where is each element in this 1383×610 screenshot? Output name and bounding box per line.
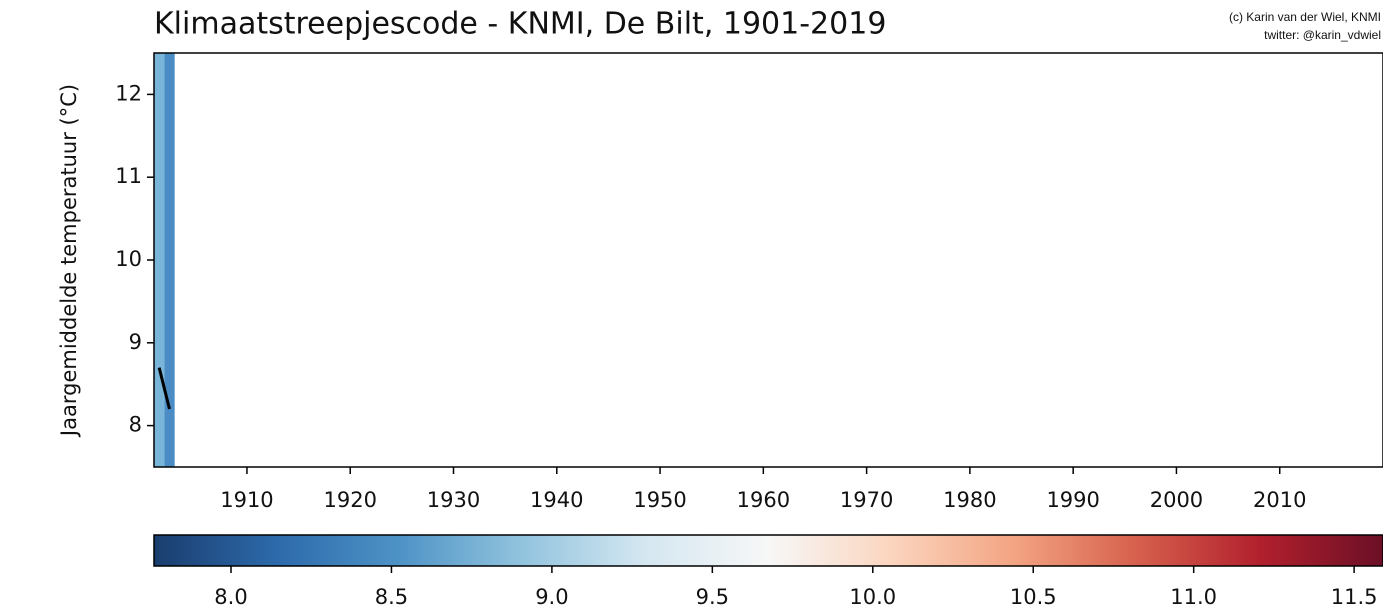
- colorbar: [153, 534, 1383, 567]
- stripe: [164, 53, 175, 467]
- colorbar-tick-label: 11.5: [1331, 585, 1378, 609]
- colorbar-tick-label: 11.0: [1170, 585, 1217, 609]
- colorbar-tick-label: 10.5: [1010, 585, 1057, 609]
- x-tick-label: 1920: [324, 488, 377, 512]
- colorbar-tick-label: 8.0: [214, 585, 247, 609]
- x-tick-label: 2010: [1253, 488, 1306, 512]
- chart-title: Klimaatstreepjescode - KNMI, De Bilt, 19…: [154, 7, 886, 42]
- y-tick-label: 10: [115, 247, 142, 271]
- x-tick-label: 1930: [427, 488, 480, 512]
- y-tick-label: 8: [129, 413, 142, 437]
- y-tick-label: 9: [129, 330, 142, 354]
- y-tick-label: 11: [115, 164, 142, 188]
- x-tick-label: 1980: [943, 488, 996, 512]
- colorbar-tick-label: 10.0: [849, 585, 896, 609]
- x-tick-label: 1960: [737, 488, 790, 512]
- colorbar-tick-label: 9.0: [535, 585, 568, 609]
- credit: twitter: @karin_vdwiel: [1264, 28, 1381, 42]
- x-tick-label: 1950: [633, 488, 686, 512]
- x-tick-label: 1910: [220, 488, 273, 512]
- stripe: [154, 53, 165, 467]
- colorbar-tick-label: 9.5: [696, 585, 729, 609]
- y-tick-label: 12: [115, 81, 142, 105]
- temperature-line: [157, 367, 171, 410]
- x-tick-label: 1970: [840, 488, 893, 512]
- x-tick-label: 2000: [1150, 488, 1203, 512]
- x-tick-label: 1990: [1046, 488, 1099, 512]
- colorbar-tick-label: 8.5: [375, 585, 408, 609]
- y-axis-label: Jaargemiddelde temperatuur (°C): [57, 84, 81, 438]
- credit: (c) Karin van der Wiel, KNMI: [1229, 10, 1381, 24]
- x-tick-label: 1940: [530, 488, 583, 512]
- plot-frame: [153, 52, 1383, 468]
